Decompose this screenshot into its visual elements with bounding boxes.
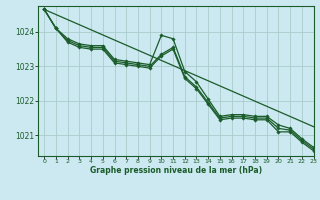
X-axis label: Graphe pression niveau de la mer (hPa): Graphe pression niveau de la mer (hPa) <box>90 166 262 175</box>
